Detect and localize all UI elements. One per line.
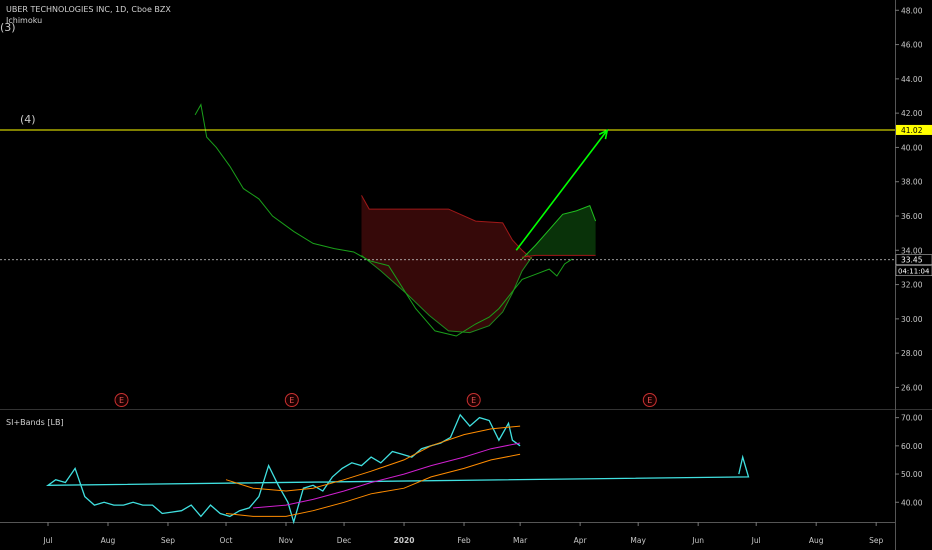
lagging-span-line: [194, 103, 573, 337]
earnings-marker-label: E: [471, 396, 476, 405]
earnings-marker-label: E: [289, 396, 294, 405]
price-tick-label: 44.00: [901, 75, 923, 84]
symbol-title: UBER TECHNOLOGIES INC, 1D, Cboe BZX: [6, 5, 171, 14]
time-tick-label: Mar: [513, 536, 528, 545]
countdown-label-bg: [895, 265, 932, 277]
time-tick-label: May: [630, 536, 646, 545]
future-span-b: [522, 254, 596, 258]
price-tick-label: 42.00: [901, 109, 923, 118]
time-tick-label: Dec: [337, 536, 352, 545]
price-tick-label: 40.00: [901, 143, 923, 152]
earnings-marker: [642, 393, 657, 407]
cloud-fill-bearish: [361, 195, 532, 333]
indicator-tick-label: 70.00: [901, 414, 923, 423]
time-tick-label: Aug: [809, 536, 824, 545]
upper-band-line: [225, 425, 521, 492]
time-tick-label: Apr: [574, 536, 588, 545]
elliott-wave-label-3: (3): [0, 21, 16, 34]
time-tick-label: Jul: [751, 536, 761, 545]
time-tick-label: Jul: [42, 536, 52, 545]
price-tick-label: 46.00: [901, 41, 923, 50]
indicator-pane: [45, 413, 750, 525]
lower-band-line: [225, 453, 521, 517]
last-price-label: 33.45: [901, 256, 923, 265]
time-tick-label: Jun: [691, 536, 704, 545]
price-tick-label: 32.00: [901, 281, 923, 290]
projection-arrow-line: [515, 129, 608, 251]
time-tick-label: 2020: [394, 536, 415, 545]
cloud-fill-bullish: [522, 205, 596, 259]
indicator-tick-label: 50.00: [901, 470, 923, 479]
time-tick-label: Oct: [220, 536, 233, 545]
indicator-label[interactable]: Ichimoku: [6, 16, 43, 25]
ichimoku-cloud: [361, 195, 597, 334]
si-line: [45, 413, 750, 525]
price-tick-label: 28.00: [901, 349, 923, 358]
axes: 26.00 28.00 30.00 32.00 34.00 36.00 38.00 40.00…: [42, 6, 922, 545]
price-tick-label: 30.00: [901, 315, 923, 324]
earnings-marker-label: E: [647, 396, 652, 405]
earnings-marker: [284, 393, 299, 407]
price-tick-label: 38.00: [901, 178, 923, 187]
horizontal-line-label-bg: [896, 124, 932, 135]
price-tick-label: 48.00: [901, 6, 923, 15]
ichimoku-lagging-span: [194, 103, 573, 337]
horizontal-line-label: 41.02: [901, 126, 923, 135]
earnings-marker: [466, 393, 481, 407]
projection-arrow-head: [598, 128, 609, 140]
leading-span-b: [361, 255, 533, 334]
indicator-tick-label: 40.00: [901, 498, 923, 507]
annotations: 41.02 33.45 04:11:04 E E E E: [0, 124, 932, 407]
last-price-label-bg: [895, 254, 932, 266]
mid-band-line: [253, 442, 521, 509]
indicator-pane-title[interactable]: SI+Bands [LB]: [6, 418, 64, 427]
future-span-a: [521, 205, 597, 260]
earnings-marker-label: E: [119, 396, 124, 405]
time-tick-label: Aug: [101, 536, 116, 545]
price-tick-label: 34.00: [901, 246, 923, 255]
indicator-tick-label: 60.00: [901, 442, 923, 451]
time-tick-label: Feb: [457, 536, 471, 545]
price-tick-label: 36.00: [901, 212, 923, 221]
time-tick-label: Sep: [161, 536, 175, 545]
earnings-marker: [114, 393, 129, 407]
elliott-wave-label-4: (4): [20, 113, 36, 126]
time-tick-label: Nov: [279, 536, 294, 545]
time-tick-label: Sep: [869, 536, 883, 545]
countdown-label: 04:11:04: [898, 268, 930, 276]
price-tick-label: 26.00: [901, 383, 923, 392]
